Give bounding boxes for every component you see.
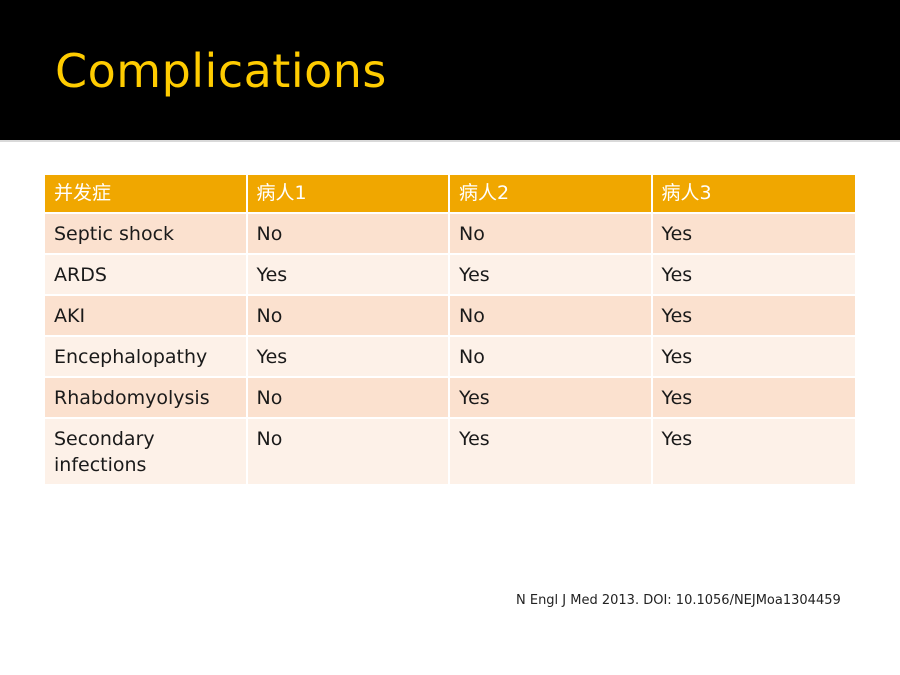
cell-patient-1: No bbox=[247, 378, 450, 419]
cell-complication: ARDS bbox=[45, 255, 248, 296]
cell-patient-1: No bbox=[247, 296, 450, 337]
table-row: Encephalopathy Yes No Yes bbox=[45, 337, 855, 378]
cell-patient-2: No bbox=[450, 214, 653, 255]
cell-patient-3: Yes bbox=[652, 255, 855, 296]
cell-complication: Rhabdomyolysis bbox=[45, 378, 248, 419]
cell-patient-3: Yes bbox=[652, 296, 855, 337]
table-row: Secondary infections No Yes Yes bbox=[45, 419, 855, 486]
cell-complication: Encephalopathy bbox=[45, 337, 248, 378]
cell-patient-3: Yes bbox=[652, 337, 855, 378]
cell-complication: AKI bbox=[45, 296, 248, 337]
citation-text: N Engl J Med 2013. DOI: 10.1056/NEJMoa13… bbox=[516, 593, 841, 608]
cell-patient-1: No bbox=[247, 419, 450, 486]
cell-patient-3: Yes bbox=[652, 419, 855, 486]
table-header-row: 并发症 病人1 病人2 病人3 bbox=[45, 175, 855, 214]
header-cell-patient-3: 病人3 bbox=[652, 175, 855, 214]
cell-patient-2: No bbox=[450, 337, 653, 378]
cell-patient-2: Yes bbox=[450, 378, 653, 419]
slide-title: Complications bbox=[55, 44, 387, 98]
cell-patient-2: Yes bbox=[450, 255, 653, 296]
table-row: ARDS Yes Yes Yes bbox=[45, 255, 855, 296]
cell-complication: Secondary infections bbox=[45, 419, 248, 486]
cell-patient-3: Yes bbox=[652, 214, 855, 255]
table-row: AKI No No Yes bbox=[45, 296, 855, 337]
cell-patient-1: Yes bbox=[247, 255, 450, 296]
title-bar: Complications bbox=[0, 0, 900, 142]
table-row: Rhabdomyolysis No Yes Yes bbox=[45, 378, 855, 419]
header-cell-patient-1: 病人1 bbox=[247, 175, 450, 214]
complications-table: 并发症 病人1 病人2 病人3 Septic shock No No Yes A… bbox=[45, 175, 855, 486]
header-cell-patient-2: 病人2 bbox=[450, 175, 653, 214]
cell-patient-2: Yes bbox=[450, 419, 653, 486]
header-cell-complication: 并发症 bbox=[45, 175, 248, 214]
cell-patient-1: Yes bbox=[247, 337, 450, 378]
table-row: Septic shock No No Yes bbox=[45, 214, 855, 255]
cell-patient-1: No bbox=[247, 214, 450, 255]
cell-patient-2: No bbox=[450, 296, 653, 337]
cell-complication: Septic shock bbox=[45, 214, 248, 255]
cell-patient-3: Yes bbox=[652, 378, 855, 419]
